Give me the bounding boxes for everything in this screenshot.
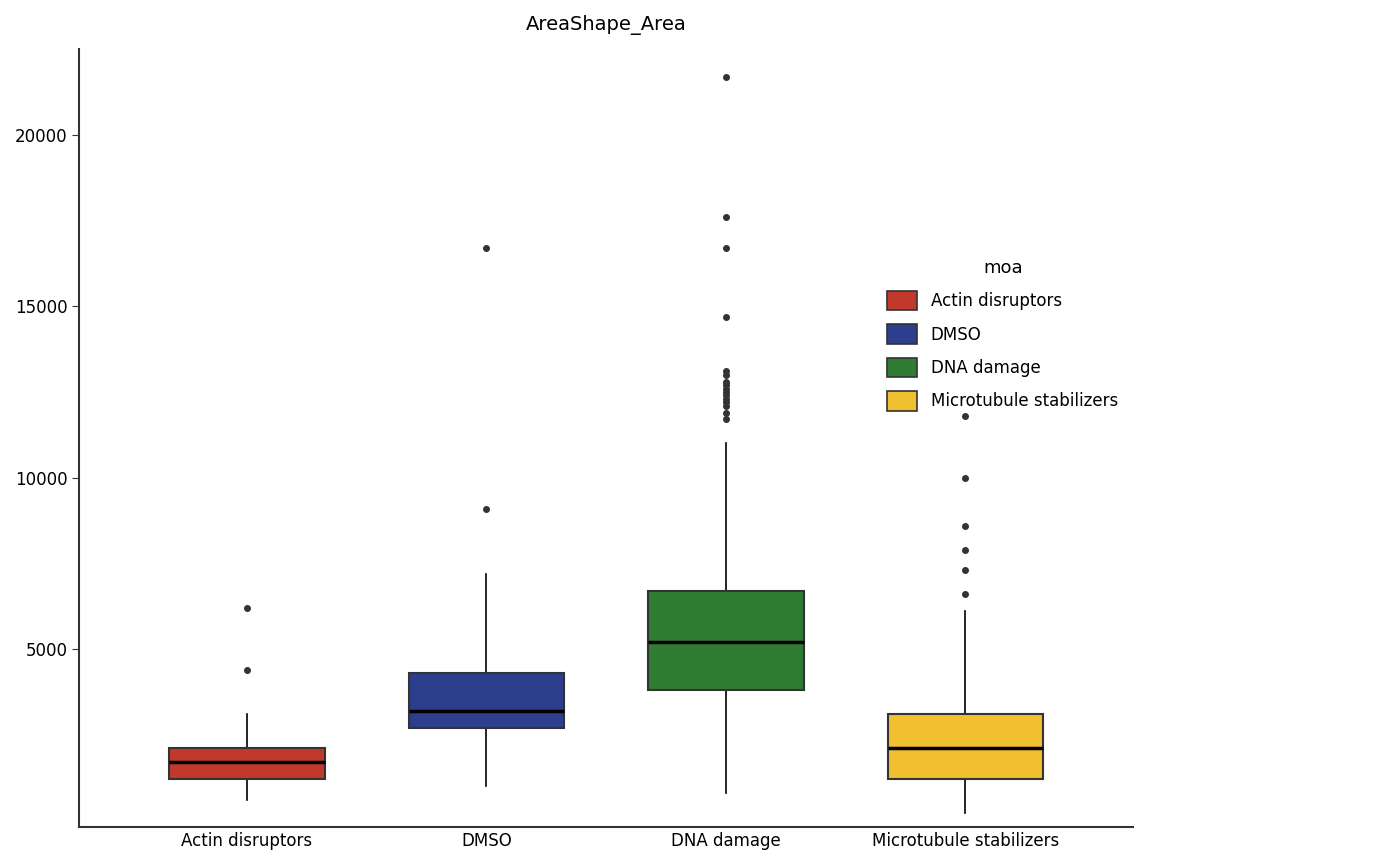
Title: AreaShape_Area: AreaShape_Area xyxy=(526,15,686,35)
Bar xyxy=(169,748,325,779)
Bar xyxy=(888,714,1043,779)
Legend: Actin disruptors, DMSO, DNA damage, Microtubule stabilizers: Actin disruptors, DMSO, DNA damage, Micr… xyxy=(881,253,1124,417)
Bar xyxy=(648,591,804,690)
Bar xyxy=(409,673,564,727)
